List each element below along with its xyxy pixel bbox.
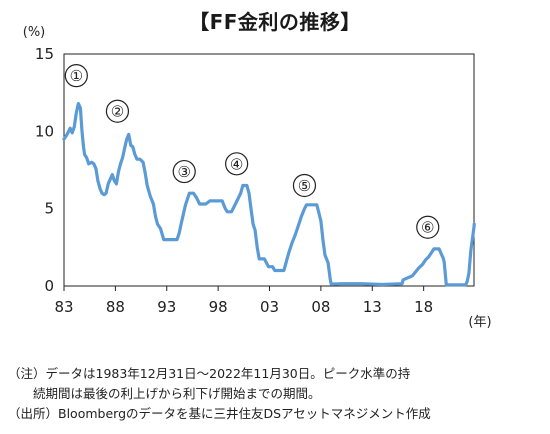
y-tick-label: 0: [44, 277, 54, 295]
peak-marker: ②: [105, 99, 130, 123]
x-tick-label: 13: [363, 298, 382, 316]
series-line: [62, 101, 476, 287]
y-tick-label: 10: [35, 122, 54, 140]
peak-marker: ③: [172, 159, 196, 184]
notes: （注）データは1983年12月31日～2022年11月30日。ピーク水準の持 続…: [8, 364, 548, 424]
peak-label: ③: [177, 163, 190, 181]
chart-title: 【FF金利の推移】: [189, 10, 361, 34]
x-tick-label: 18: [414, 298, 433, 316]
peak-marker: ⑥: [416, 215, 440, 239]
peak-label: ②: [111, 103, 124, 121]
y-tick-label: 15: [35, 45, 54, 63]
note-line-3: （出所）Bloombergのデータを基に三井住友DSアセットマネジメント作成: [8, 406, 431, 421]
y-axis-unit: (%): [23, 25, 46, 40]
peak-circle: [225, 152, 249, 176]
peak-label: ④: [230, 155, 243, 173]
peak-label: ⑤: [298, 177, 311, 195]
peak-label: ⑥: [421, 219, 434, 237]
peak-circle: [64, 64, 88, 88]
x-tick-label: 83: [54, 298, 73, 316]
plot-frame: [63, 53, 475, 287]
x-tick-label: 03: [260, 298, 279, 316]
note-line-2: 続期間は最後の利上げから利下げ開始までの期間。: [8, 386, 321, 401]
x-tick-label: 88: [106, 298, 125, 316]
peak-circle: [292, 173, 317, 198]
peak-circle: [172, 159, 196, 184]
note-line-1: （注）データは1983年12月31日～2022年11月30日。ピーク水準の持: [8, 366, 411, 381]
axes: 0 5 10 15 83 88 93 98 03 08 13 18 (%) (年): [23, 25, 492, 330]
series-layer: [62, 101, 476, 287]
peak-label: ①: [70, 67, 83, 85]
peak-marker: ①: [64, 64, 88, 88]
x-tick-label: 98: [209, 298, 228, 316]
x-tick-label: 08: [311, 298, 330, 316]
peak-markers: ① ② ③ ④ ⑤ ⑥: [64, 64, 440, 239]
peak-marker: ④: [225, 152, 249, 176]
x-tick-label: 93: [157, 298, 176, 316]
y-tick-label: 5: [44, 200, 54, 218]
peak-marker: ⑤: [292, 173, 317, 198]
x-axis-unit: (年): [468, 315, 491, 330]
peak-circle: [105, 99, 130, 123]
peak-circle: [416, 215, 440, 239]
chart: 0 5 10 15 83 88 93 98 03 08 13 18 (%) (年) ① ② ③ ④ ⑤ ⑥: [23, 25, 492, 330]
